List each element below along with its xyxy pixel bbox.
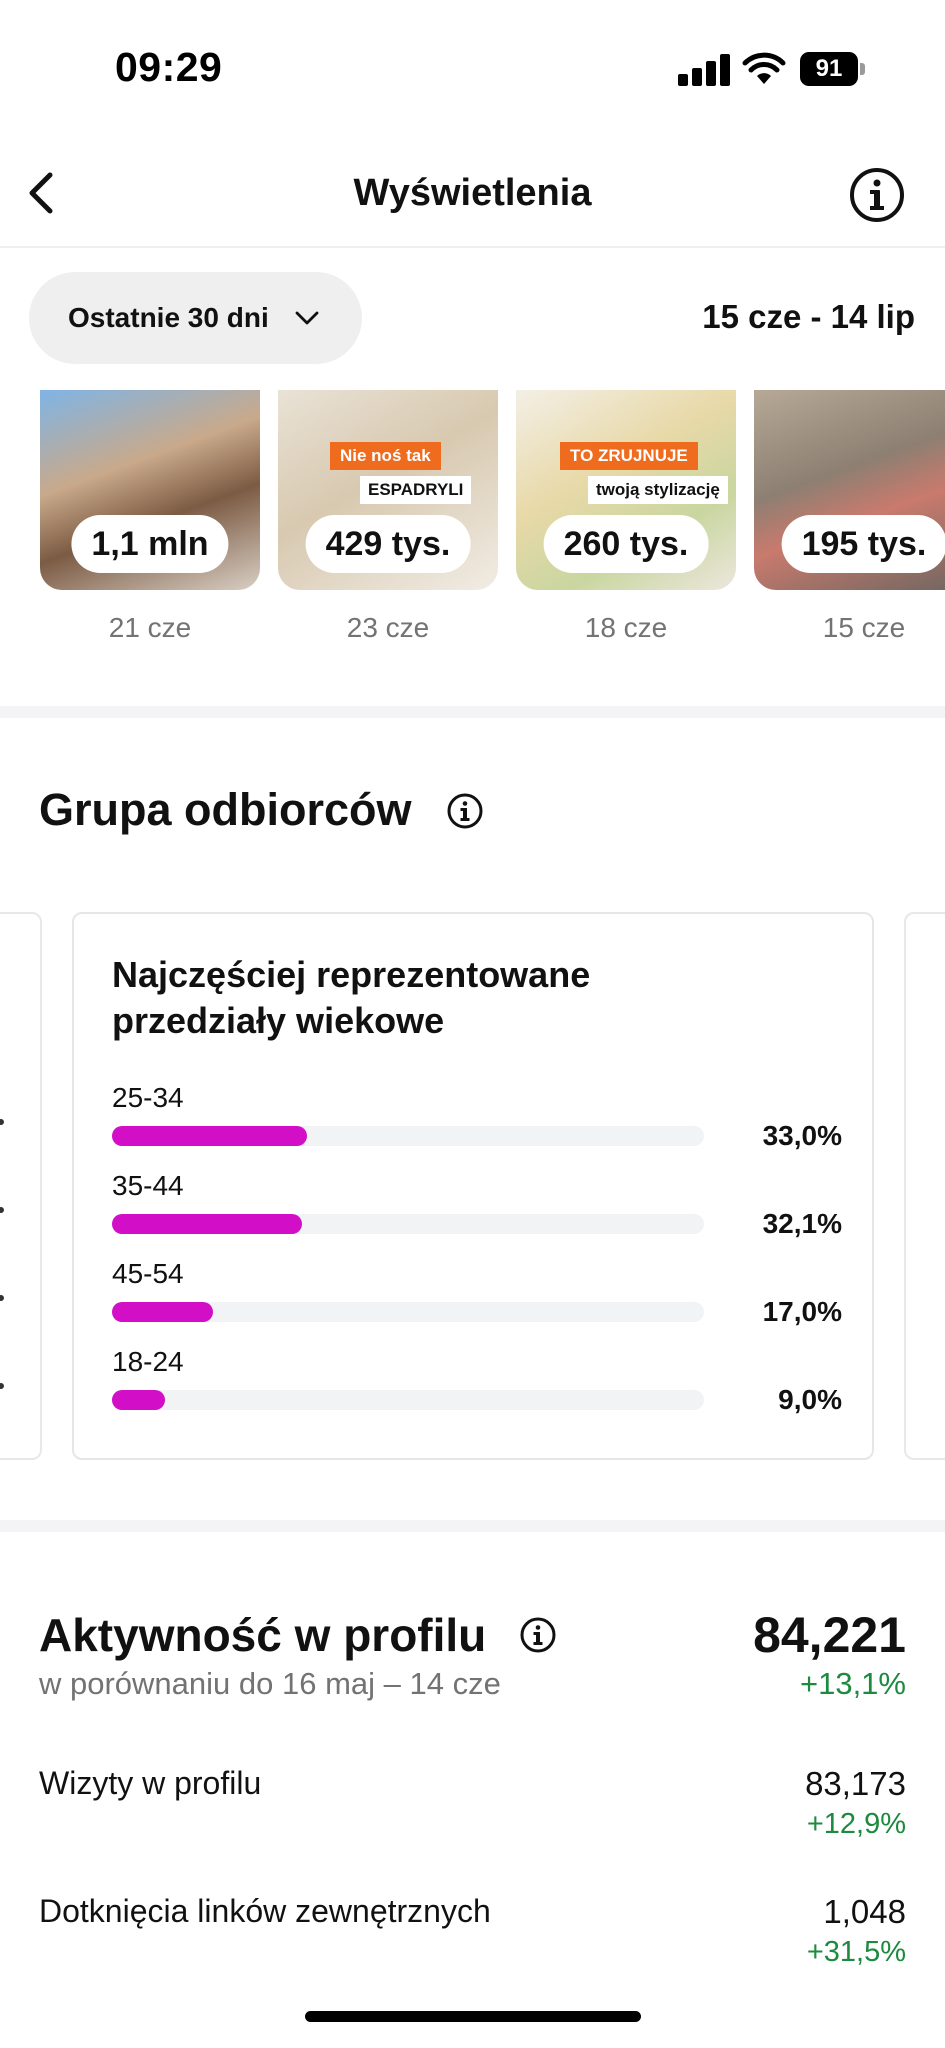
age-row: 45-54 17,0% — [112, 1258, 842, 1338]
section-divider — [0, 706, 945, 718]
external-link-taps-label: Dotknięcia linków zewnętrznych — [39, 1893, 491, 1929]
age-range-label: 35-44 — [112, 1170, 184, 1201]
reel-card[interactable]: 1,1 mln 21 cze — [40, 390, 260, 644]
period-filter-dropdown[interactable]: Ostatnie 30 dni — [29, 272, 362, 364]
signal-icon — [678, 52, 732, 86]
audience-card-previous[interactable] — [0, 912, 42, 1460]
age-bar-fill — [112, 1390, 165, 1410]
age-bar-fill — [112, 1126, 307, 1146]
top-reels-carousel[interactable]: 1,1 mln 21 cze Nie noś tak ESPADRYLI 429… — [0, 390, 945, 660]
chevron-down-icon — [295, 311, 319, 325]
age-range-label: 18-24 — [112, 1346, 184, 1377]
audience-card-next[interactable] — [904, 912, 945, 1460]
age-percentage: 9,0% — [778, 1384, 842, 1415]
profile-visits-value: 83,173 — [805, 1765, 906, 1802]
reel-date: 15 cze — [822, 612, 906, 643]
status-bar: 09:29 91 — [0, 0, 945, 130]
age-bar-fill — [112, 1302, 213, 1322]
nav-header: Wyświetlenia — [0, 140, 945, 248]
status-time: 09:29 — [115, 44, 223, 90]
profile-activity-total: 84,221 — [753, 1607, 906, 1663]
age-bar-track — [112, 1126, 704, 1146]
reel-overlay-tag: twoją stylizację — [588, 476, 728, 504]
comparison-period: w porównaniu do 16 maj – 14 cze — [39, 1666, 501, 1701]
reel-date: 21 cze — [108, 612, 192, 643]
reel-overlay-tag: ESPADRYLI — [360, 476, 472, 504]
age-percentage: 17,0% — [762, 1296, 842, 1327]
age-row: 25-34 33,0% — [112, 1082, 842, 1162]
info-icon[interactable] — [519, 1616, 557, 1654]
reel-overlay-tag: TO ZRUJNUJE — [560, 442, 698, 470]
reel-card[interactable]: 195 tys. 15 cze — [754, 390, 945, 644]
reel-thumbnail[interactable]: 1,1 mln — [40, 390, 260, 590]
battery-tip — [860, 63, 865, 75]
page-title: Wyświetlenia — [353, 172, 592, 214]
reel-views-badge: 195 tys. — [781, 515, 945, 573]
profile-activity-change: +13,1% — [799, 1666, 906, 1701]
profile-activity-title: Aktywność w profilu — [39, 1609, 487, 1661]
reel-views-badge: 260 tys. — [543, 515, 709, 573]
age-bar-track — [112, 1302, 704, 1322]
section-divider — [0, 1520, 945, 1532]
reel-views-badge: 429 tys. — [305, 515, 471, 573]
battery-indicator: 91 — [800, 52, 858, 86]
period-filter-label: Ostatnie 30 dni — [68, 302, 269, 333]
back-arrow-icon[interactable] — [16, 165, 72, 221]
age-percentage: 32,1% — [762, 1208, 842, 1239]
audience-title: Grupa odbiorców — [39, 784, 412, 835]
external-link-taps-value: 1,048 — [823, 1893, 906, 1930]
date-range: 15 cze - 14 lip — [702, 298, 915, 335]
reel-card[interactable]: TO ZRUJNUJE twoją stylizację 260 tys. 18… — [516, 390, 736, 644]
reel-date: 18 cze — [584, 612, 668, 643]
reel-overlay-tag: Nie noś tak — [330, 442, 441, 470]
external-link-taps-change: +31,5% — [806, 1936, 906, 1968]
wifi-icon — [742, 52, 786, 84]
reel-thumbnail[interactable]: TO ZRUJNUJE twoją stylizację 260 tys. — [516, 390, 736, 590]
age-range-label: 25-34 — [112, 1082, 184, 1113]
age-bar-fill — [112, 1214, 302, 1234]
age-percentage: 33,0% — [762, 1120, 842, 1151]
reel-thumbnail[interactable]: Nie noś tak ESPADRYLI 429 tys. — [278, 390, 498, 590]
age-card-title: Najczęściej reprezentowane przedziały wi… — [112, 954, 591, 1041]
age-bar-track — [112, 1214, 704, 1234]
age-range-label: 45-54 — [112, 1258, 184, 1289]
reel-views-badge: 1,1 mln — [71, 515, 229, 573]
reel-card[interactable]: Nie noś tak ESPADRYLI 429 tys. 23 cze — [278, 390, 498, 644]
reel-thumbnail[interactable]: 195 tys. — [754, 390, 945, 590]
age-ranges-card: Najczęściej reprezentowane przedziały wi… — [72, 912, 874, 1460]
reel-date: 23 cze — [346, 612, 430, 643]
profile-visits-change: +12,9% — [806, 1808, 906, 1840]
info-icon[interactable] — [847, 165, 907, 225]
home-indicator[interactable] — [305, 2011, 641, 2022]
age-row: 18-24 9,0% — [112, 1346, 842, 1426]
age-row: 35-44 32,1% — [112, 1170, 842, 1250]
profile-visits-label: Wizyty w profilu — [39, 1765, 262, 1801]
age-bar-track — [112, 1390, 704, 1410]
info-icon[interactable] — [446, 792, 484, 830]
